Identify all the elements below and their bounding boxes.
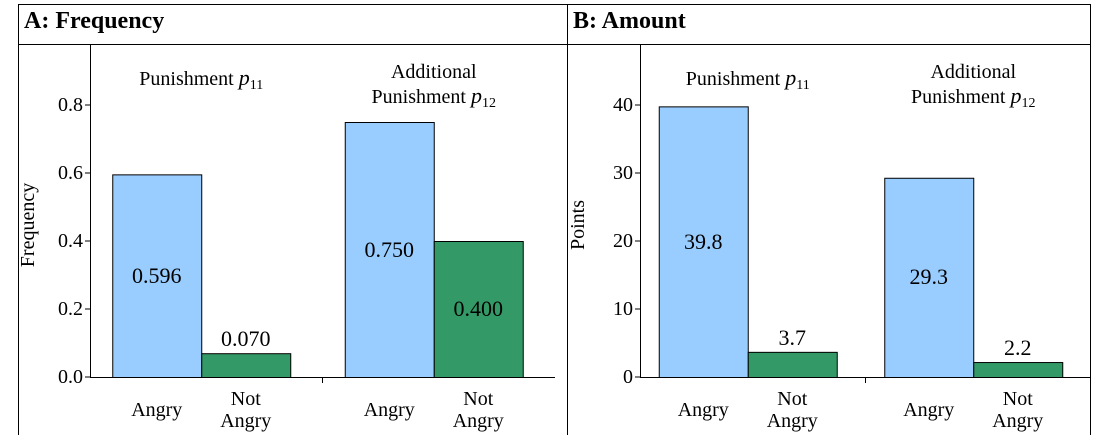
bar [658, 106, 749, 379]
x-tick-label: Not Angry [220, 388, 272, 432]
value-label: 39.8 [684, 228, 723, 254]
group-label-text: Additional [930, 61, 1017, 83]
group-label: Punishment p11 [686, 66, 810, 98]
x-tick-label: Not Angry [766, 388, 818, 432]
group-label-symbol: p [238, 65, 250, 90]
group-label-text: Additional [390, 61, 477, 83]
bar [973, 362, 1064, 379]
group-label-subscript: 12 [481, 96, 496, 111]
bar [747, 351, 838, 378]
group-label-symbol: p [785, 65, 797, 90]
value-label: 3.7 [778, 324, 807, 350]
group-label-line: Additional [372, 60, 496, 84]
value-label: 2.2 [1004, 335, 1032, 361]
group-label-text: Punishment [911, 86, 1006, 108]
bar [201, 353, 292, 379]
y-tick-label: 10 [613, 298, 633, 320]
value-label: 0.596 [132, 262, 182, 288]
x-tick-label: Angry [903, 399, 955, 421]
x-tick-label: Angry [677, 399, 729, 421]
y-tick-label: 0.2 [58, 298, 83, 320]
bar [433, 241, 524, 378]
x-tick-label: Not Angry [992, 388, 1044, 432]
value-label: 0.400 [453, 296, 504, 321]
group-label-symbol: p [1010, 83, 1022, 108]
group-label: Punishment p11 [139, 66, 263, 98]
y-tick-label: 0.8 [58, 94, 83, 116]
group-label-text: Punishment [139, 68, 234, 90]
group-label-line: Additional [911, 60, 1035, 84]
y-tick-label: 40 [613, 94, 633, 116]
group-label-line: Punishment p12 [911, 84, 1035, 116]
value-label: 29.3 [909, 264, 949, 290]
group-label-line: Punishment p12 [372, 84, 496, 116]
group-label-symbol: p [470, 83, 482, 108]
x-tick-label: Not Angry [452, 388, 504, 432]
y-axis-label: Frequency [17, 182, 39, 268]
value-label: 0.750 [364, 236, 415, 262]
bar [112, 174, 203, 378]
y-axis-label: Points [567, 199, 589, 251]
group-label: Additional Punishment p12 [911, 60, 1035, 116]
y-tick-label: 0 [623, 366, 633, 388]
y-tick-label: 0.6 [58, 162, 83, 184]
panel-title: B: Amount [573, 8, 686, 34]
group-label-text: Punishment [685, 68, 781, 90]
group-label-line: Punishment p11 [686, 66, 810, 98]
panel-title: A: Frequency [24, 8, 165, 34]
group-label-text: Punishment [371, 86, 466, 108]
group-label-subscript: 11 [796, 78, 810, 93]
y-tick-label: 20 [613, 230, 633, 252]
group-label-line: Punishment p11 [139, 66, 263, 98]
y-tick-label: 30 [613, 162, 633, 184]
group-label: Additional Punishment p12 [372, 60, 496, 116]
frame [18, 4, 1091, 435]
y-tick-label: 0.0 [58, 366, 83, 388]
x-tick-label: Angry [363, 399, 415, 421]
value-label: 0.070 [221, 326, 271, 352]
x-tick-label: Angry [131, 399, 183, 421]
bar [884, 177, 975, 378]
y-tick-label: 0.4 [58, 230, 83, 252]
group-label-subscript: 12 [1021, 96, 1036, 111]
group-label-subscript: 11 [249, 78, 264, 93]
